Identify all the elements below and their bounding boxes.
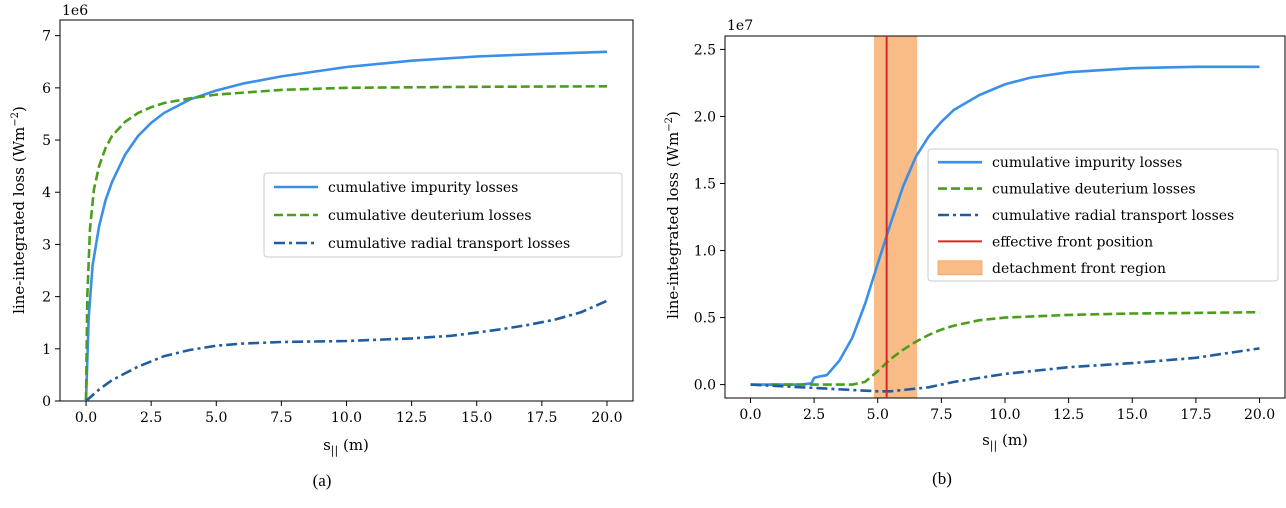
y-tick-label: 1.0 (694, 244, 716, 260)
x-tick-label: 20.0 (1244, 407, 1275, 423)
legend-label: cumulative radial transport losses (992, 208, 1234, 224)
panel-b: 0.0 2.5 5.0 7.5 10.0 12.5 15.0 17.5 20.0 0.0 0.5 1… (664, 18, 1286, 488)
x-tick-label: 2.5 (803, 407, 825, 423)
x-tick-label: 7.5 (930, 407, 952, 423)
offset-text: 1e6 (62, 3, 88, 19)
x-tick-label: 5.0 (205, 410, 227, 426)
y-tick-label: 0.0 (694, 378, 716, 394)
legend: cumulative impurity losses cumulative deu… (263, 172, 623, 258)
x-tick-label: 10.0 (989, 407, 1020, 423)
y-tick-label: 2 (42, 290, 51, 306)
legend-frame (263, 172, 623, 258)
legend-label: cumulative radial transport losses (328, 236, 570, 252)
series-cumulative-impurity-losses (84, 50, 608, 402)
offset-text: 1e7 (727, 18, 753, 34)
y-tick-label: 4 (42, 185, 51, 201)
caption: (b) (932, 469, 952, 488)
panel-a: 0.0 2.5 5.0 7.5 10.0 12.5 15.0 17.5 20.0 0 1 2 3 4 5 6… (10, 3, 634, 490)
legend-label: cumulative impurity losses (328, 180, 518, 196)
legend-label: detachment front region (992, 261, 1166, 277)
x-tick-label: 0.0 (75, 410, 97, 426)
x-tick-label: 15.0 (461, 410, 492, 426)
legend-swatch (937, 260, 983, 276)
y-tick-label: 7 (42, 29, 51, 45)
y-tick-label: 1.5 (694, 176, 716, 192)
legend: cumulative impurity losses cumulative deu… (927, 148, 1279, 282)
series-cumulative-deuterium-losses (84, 85, 608, 402)
legend-label: effective front position (992, 234, 1153, 250)
x-tick-label: 10.0 (331, 410, 362, 426)
series-cumulative-deuterium-losses (770, 310, 1260, 386)
x-tick-label: 17.5 (526, 410, 557, 426)
x-tick-label: 12.5 (1053, 407, 1084, 423)
y-tick-label: 0 (42, 394, 51, 410)
caption: (a) (313, 471, 332, 490)
y-tick-label: 2.5 (694, 42, 716, 58)
y-tick-label: 5 (42, 133, 51, 149)
x-tick-label: 17.5 (1180, 407, 1211, 423)
legend-label: cumulative deuterium losses (328, 208, 532, 224)
y-tick-label: 0.5 (694, 311, 716, 327)
series-cumulative-impurity-losses (750, 65, 1260, 386)
x-tick-label: 12.5 (396, 410, 427, 426)
legend-label: cumulative impurity losses (992, 155, 1182, 171)
x-tick-label: 20.0 (591, 410, 622, 426)
x-tick-label: 15.0 (1117, 407, 1148, 423)
legend-label: cumulative deuterium losses (992, 182, 1196, 198)
x-tick-label: 2.5 (140, 410, 162, 426)
series-cumulative-radial-transport-losses (85, 299, 608, 402)
x-tick-label: 5.0 (867, 407, 889, 423)
detachment-front-region-span (873, 36, 918, 398)
x-tick-label: 0.0 (739, 407, 761, 423)
y-tick-label: 3 (42, 237, 51, 253)
y-tick-label: 6 (42, 81, 51, 97)
y-axis-label: line-integrated loss (Wm−2) (10, 106, 28, 314)
x-tick-label: 7.5 (270, 410, 292, 426)
x-axis-label: s|| (m) (323, 436, 369, 458)
legend-frame (927, 148, 1279, 282)
x-axis-label: s|| (m) (982, 431, 1028, 453)
y-tick-label: 2.0 (694, 109, 716, 125)
y-tick-label: 1 (42, 342, 51, 358)
y-axis-label: line-integrated loss (Wm−2) (664, 111, 682, 319)
